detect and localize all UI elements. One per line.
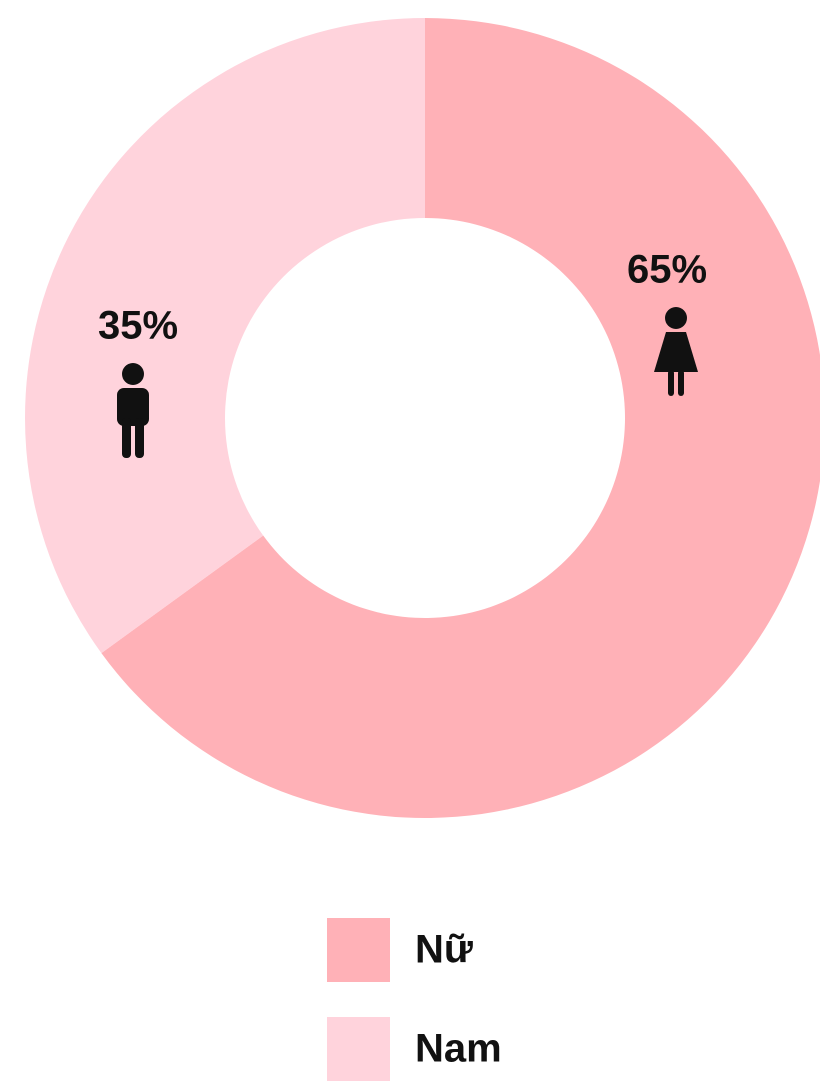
- legend-label: Nam: [415, 1027, 502, 1071]
- donut-slice: [101, 18, 820, 818]
- icon-body: [654, 332, 698, 372]
- value-label: 65%: [627, 248, 707, 292]
- legend-swatch: [327, 1017, 390, 1081]
- male-icon: [117, 363, 149, 458]
- icon-leg: [678, 370, 684, 396]
- donut-slice: [24, 17, 425, 654]
- icon-leg: [668, 370, 674, 396]
- icon-head: [122, 363, 144, 385]
- icon-leg: [122, 418, 131, 458]
- icon-body: [117, 388, 149, 426]
- legend-swatch: [327, 918, 390, 982]
- legend-label: Nữ: [415, 928, 473, 972]
- icon-head: [665, 307, 687, 329]
- female-icon: [654, 307, 698, 396]
- icon-leg: [135, 418, 144, 458]
- value-label: 35%: [98, 304, 178, 348]
